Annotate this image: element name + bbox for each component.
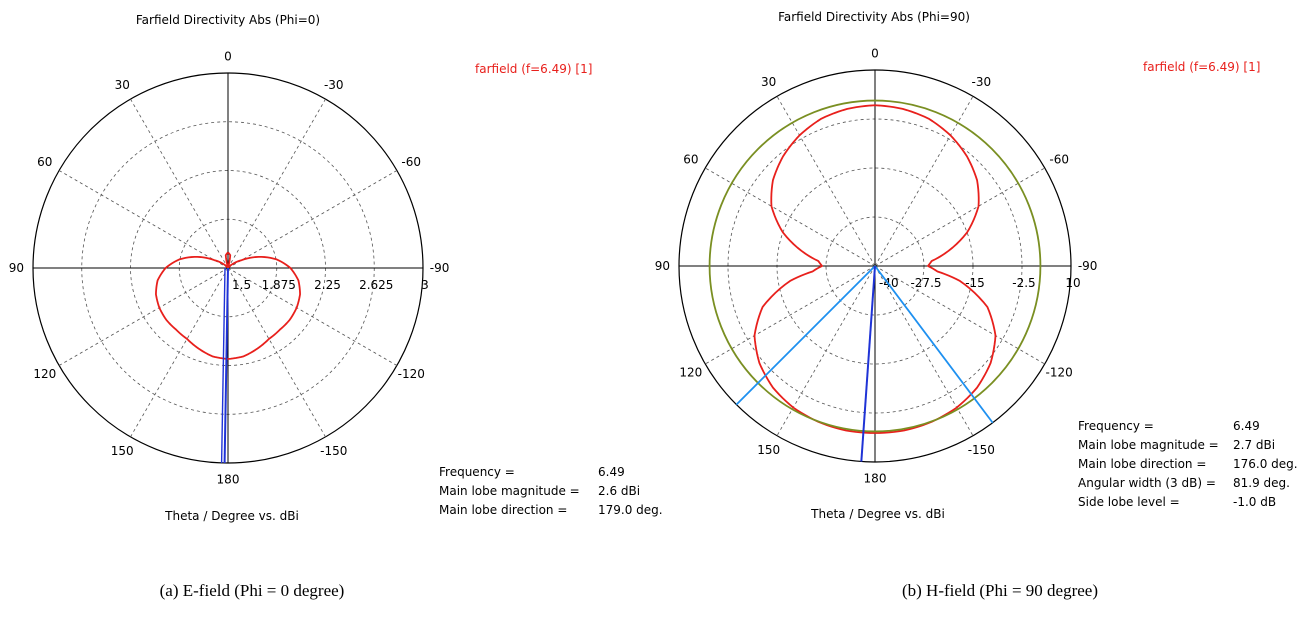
grid-spoke	[227, 267, 398, 366]
angle-tick-label: -150	[968, 443, 995, 457]
radial-tick-labels: -40-27.5-15-2.510	[879, 276, 1081, 290]
series-layer	[708, 99, 1042, 434]
series-line	[753, 104, 997, 434]
grid-spoke	[130, 98, 229, 269]
info-label: Frequency =	[1078, 419, 1154, 433]
grid-spoke	[227, 98, 326, 269]
info-value: 6.49	[1233, 419, 1260, 433]
main-lobe-line	[860, 265, 876, 462]
radial-tick-labels: 1.5 1.875 2.25 2.625 3	[232, 278, 429, 292]
info-label: Main lobe direction =	[439, 503, 567, 517]
main-lobe-layer	[735, 265, 994, 462]
polar-chart-phi90: Farfield Directivity Abs (Phi=90) 0 -30 -6…	[655, 10, 1298, 600]
grid-spoke	[58, 267, 229, 366]
beamwidth-line	[874, 265, 994, 424]
angle-tick-labels: 0 -30 -60 -90 -120 -150 180 150 120 90 60 30	[9, 49, 450, 486]
info-value: 176.0 deg.	[1233, 457, 1298, 471]
main-lobe-line	[220, 267, 226, 463]
angle-tick-label: -120	[398, 367, 425, 381]
radial-tick-label: 2.25	[314, 278, 341, 292]
angle-tick-label: -90	[430, 261, 450, 275]
series-layer	[155, 251, 301, 360]
info-value: 81.9 deg.	[1233, 476, 1290, 490]
angle-tick-label: -90	[1078, 259, 1098, 273]
polar-chart-phi0: Farfield Directivity Abs (Phi=0) 0 -30 -60…	[9, 13, 663, 600]
angle-tick-label: -30	[972, 75, 992, 89]
info-label: Angular width (3 dB) =	[1078, 476, 1216, 490]
angle-tick-label: 150	[757, 443, 780, 457]
angle-tick-labels: 0 -30 -60 -90 -120 -150 180 150 120 90 60 30	[655, 46, 1098, 485]
angle-tick-label: 150	[111, 444, 134, 458]
angle-tick-label: 180	[864, 472, 887, 486]
angle-tick-label: -60	[401, 155, 421, 169]
grid-spoke	[705, 265, 876, 365]
grid-spoke	[705, 167, 876, 267]
radial-tick-label: 2.625	[359, 278, 393, 292]
radial-tick-label: -2.5	[1012, 276, 1035, 290]
grid-spoke	[58, 170, 229, 269]
grid-spoke	[130, 267, 229, 438]
grid-spoke	[874, 96, 974, 267]
figure-caption: (a) E-field (Phi = 0 degree)	[160, 581, 345, 600]
info-block: Frequency = 6.49 Main lobe magnitude = 2.…	[1078, 419, 1298, 509]
angle-tick-label: 180	[217, 473, 240, 487]
angle-tick-label: 90	[655, 259, 670, 273]
axis-title: Theta / Degree vs. dBi	[164, 509, 299, 523]
legend-entry: farfield (f=6.49) [1]	[1143, 60, 1260, 74]
angle-tick-label: 90	[9, 261, 24, 275]
radial-tick-label: 1.875	[262, 278, 296, 292]
info-label: Main lobe magnitude =	[1078, 438, 1219, 452]
info-label: Frequency =	[439, 465, 515, 479]
beamwidth-line	[735, 265, 876, 406]
series-circle	[708, 99, 1042, 433]
radial-tick-label: 3	[421, 278, 429, 292]
radial-tick-label: -15	[965, 276, 985, 290]
polar-grid	[678, 69, 1072, 463]
main-lobe-line	[223, 267, 229, 463]
grid-spoke	[227, 170, 398, 269]
angle-tick-label: 120	[33, 367, 56, 381]
grid-spoke	[227, 267, 326, 438]
angle-tick-label: 60	[37, 155, 52, 169]
series-line	[155, 251, 301, 360]
grid-spoke	[874, 265, 1045, 365]
grid-spoke	[874, 167, 1045, 267]
axis-title: Theta / Degree vs. dBi	[810, 507, 945, 521]
figure-caption: (b) H-field (Phi = 90 degree)	[902, 581, 1098, 600]
info-value: 6.49	[598, 465, 625, 479]
angle-tick-label: -60	[1049, 153, 1069, 167]
angle-tick-label: 120	[679, 365, 702, 379]
info-label: Main lobe magnitude =	[439, 484, 580, 498]
chart-title: Farfield Directivity Abs (Phi=90)	[778, 10, 970, 24]
info-value: 179.0 deg.	[598, 503, 663, 517]
info-value: 2.6 dBi	[598, 484, 640, 498]
info-value: -1.0 dB	[1233, 495, 1276, 509]
legend-entry: farfield (f=6.49) [1]	[475, 62, 592, 76]
angle-tick-label: 0	[224, 49, 232, 63]
info-block: Frequency = 6.49 Main lobe magnitude = 2.…	[439, 465, 663, 517]
grid-spoke	[776, 96, 876, 267]
radial-tick-label: -27.5	[910, 276, 941, 290]
grid-spoke	[776, 265, 876, 436]
angle-tick-label: -150	[320, 444, 347, 458]
radial-tick-label: 10	[1065, 276, 1080, 290]
angle-tick-label: 30	[115, 78, 130, 92]
angle-tick-label: 0	[871, 46, 879, 60]
angle-tick-label: 30	[761, 75, 776, 89]
angle-tick-label: 60	[683, 153, 698, 167]
chart-title: Farfield Directivity Abs (Phi=0)	[136, 13, 320, 27]
radial-tick-label: 1.5	[232, 278, 251, 292]
info-value: 2.7 dBi	[1233, 438, 1275, 452]
info-label: Side lobe level =	[1078, 495, 1180, 509]
info-label: Main lobe direction =	[1078, 457, 1206, 471]
grid-spoke	[874, 265, 974, 436]
angle-tick-label: -120	[1046, 365, 1073, 379]
main-lobe-layer	[220, 267, 229, 463]
angle-tick-label: -30	[324, 78, 344, 92]
